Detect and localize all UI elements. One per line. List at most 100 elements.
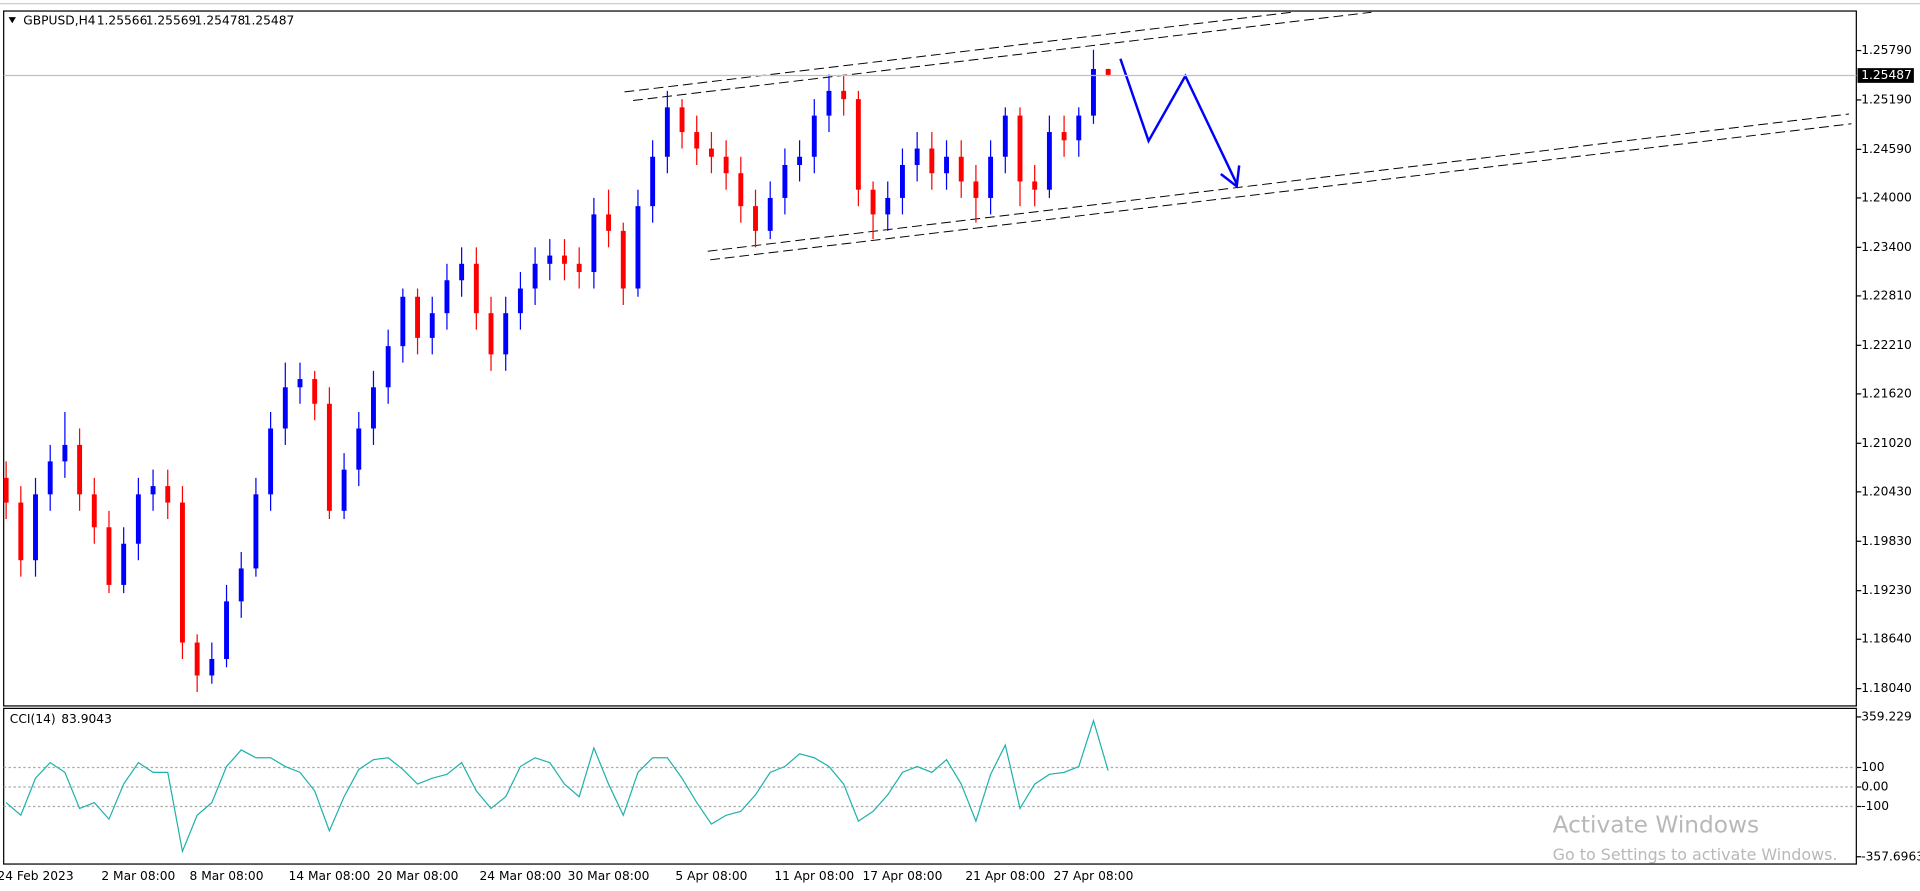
candle-body bbox=[841, 90, 847, 100]
channel-line bbox=[710, 123, 1852, 261]
candle-body bbox=[753, 206, 758, 231]
candle-body bbox=[620, 230, 626, 289]
channel bbox=[624, 11, 1852, 261]
y-tick-label: 1.21020 bbox=[1861, 436, 1912, 450]
chart-title: GBPUSD,H4 bbox=[23, 13, 96, 27]
candle-body bbox=[135, 494, 141, 544]
candle-body bbox=[900, 164, 905, 198]
header-close: 1.25487 bbox=[244, 13, 295, 27]
candle-body bbox=[958, 156, 964, 182]
candle-body bbox=[723, 156, 729, 174]
candle-body bbox=[1091, 68, 1096, 116]
candle-body bbox=[664, 107, 670, 157]
candle-body bbox=[238, 568, 244, 602]
candle-body bbox=[826, 90, 832, 116]
watermark-title: Activate Windows bbox=[1553, 812, 1760, 839]
y-tick-label: 359.229 bbox=[1861, 709, 1912, 723]
candle-body bbox=[209, 659, 215, 676]
candle-body bbox=[341, 469, 347, 511]
candle-body bbox=[650, 156, 656, 207]
y-tick-label: 1.22210 bbox=[1861, 338, 1912, 352]
y-tick-label: 1.18040 bbox=[1861, 681, 1912, 695]
x-tick-label: 27 Apr 08:00 bbox=[1054, 869, 1134, 883]
candle-body bbox=[194, 642, 200, 676]
candle-body bbox=[253, 494, 259, 569]
y-tick-label: 1.22810 bbox=[1861, 288, 1912, 302]
x-tick-label: 24 Mar 08:00 bbox=[480, 869, 562, 883]
candle-body bbox=[297, 379, 303, 388]
candle-body bbox=[708, 148, 714, 157]
x-tick-label: 11 Apr 08:00 bbox=[774, 869, 854, 883]
candle-body bbox=[224, 601, 229, 660]
x-tick-label: 8 Mar 08:00 bbox=[190, 869, 264, 883]
candle-body bbox=[988, 156, 994, 198]
x-tick-label: 24 Feb 2023 bbox=[0, 869, 74, 883]
x-tick-label: 5 Apr 08:00 bbox=[675, 869, 747, 883]
candle-body bbox=[121, 543, 127, 585]
candle-body bbox=[459, 263, 465, 281]
candle-body bbox=[282, 387, 288, 429]
candle-body bbox=[885, 197, 891, 215]
y-tick-label: 0.00 bbox=[1861, 779, 1888, 793]
y-tick-label: 100 bbox=[1861, 760, 1884, 774]
candle-body bbox=[1105, 68, 1111, 76]
y-tick-label: 1.24590 bbox=[1861, 142, 1912, 156]
candle-body bbox=[738, 173, 744, 207]
y-tick-label: 1.18640 bbox=[1861, 632, 1912, 646]
candle-body bbox=[606, 214, 612, 231]
drawn-arrow bbox=[1119, 58, 1241, 189]
current-price-box bbox=[1857, 68, 1914, 83]
candle-body bbox=[33, 494, 38, 561]
candle-body bbox=[165, 486, 171, 503]
menu-arrow[interactable] bbox=[8, 17, 16, 24]
candle-body bbox=[444, 280, 450, 314]
x-tick-label: 2 Mar 08:00 bbox=[101, 869, 175, 883]
candle-body bbox=[694, 132, 700, 149]
candle-body bbox=[782, 164, 788, 198]
candle-body bbox=[973, 181, 979, 198]
candle-body bbox=[591, 214, 597, 273]
candle-body bbox=[77, 444, 83, 495]
candle-body bbox=[488, 313, 494, 355]
channel-line bbox=[707, 113, 1850, 252]
candle-body bbox=[415, 296, 420, 338]
candle-body bbox=[767, 197, 773, 231]
x-tick-label: 17 Apr 08:00 bbox=[863, 869, 943, 883]
x-tick-label: 14 Mar 08:00 bbox=[289, 869, 371, 883]
candle-body bbox=[473, 263, 479, 314]
candle-body bbox=[503, 313, 509, 355]
candle-body bbox=[106, 527, 112, 585]
y-tick-label: 1.24000 bbox=[1861, 190, 1912, 204]
candle-body bbox=[562, 255, 567, 264]
candle-body bbox=[1076, 115, 1082, 141]
candle-body bbox=[1046, 132, 1052, 190]
y-tick-label: 1.19830 bbox=[1861, 534, 1912, 548]
cci-line bbox=[5, 718, 1109, 854]
candle-body bbox=[326, 403, 332, 511]
candle-body bbox=[62, 444, 68, 462]
candle-body bbox=[532, 263, 538, 289]
indicator-value: 83.9043 bbox=[61, 712, 112, 726]
candle-body bbox=[944, 156, 949, 174]
candle-body bbox=[429, 313, 435, 338]
candle-body bbox=[855, 99, 861, 190]
candle-body bbox=[679, 107, 685, 133]
y-tick-label: -100 bbox=[1861, 799, 1889, 813]
candle-body bbox=[635, 206, 641, 289]
x-tick-label: 21 Apr 08:00 bbox=[965, 869, 1045, 883]
candle-body bbox=[371, 387, 376, 429]
indicator-title: CCI(14) bbox=[10, 712, 56, 726]
candle-body bbox=[870, 189, 876, 215]
x-tick-label: 20 Mar 08:00 bbox=[377, 869, 459, 883]
header-high: 1.25569 bbox=[146, 13, 197, 27]
candle-body bbox=[914, 148, 920, 165]
channel-line bbox=[633, 11, 1372, 101]
candle-body bbox=[385, 346, 391, 388]
candle-body bbox=[811, 115, 817, 157]
candle-body bbox=[1017, 115, 1023, 182]
price-panel bbox=[3, 10, 1857, 707]
y-tick-label: 1.25190 bbox=[1861, 92, 1912, 106]
candle-body bbox=[576, 263, 582, 273]
